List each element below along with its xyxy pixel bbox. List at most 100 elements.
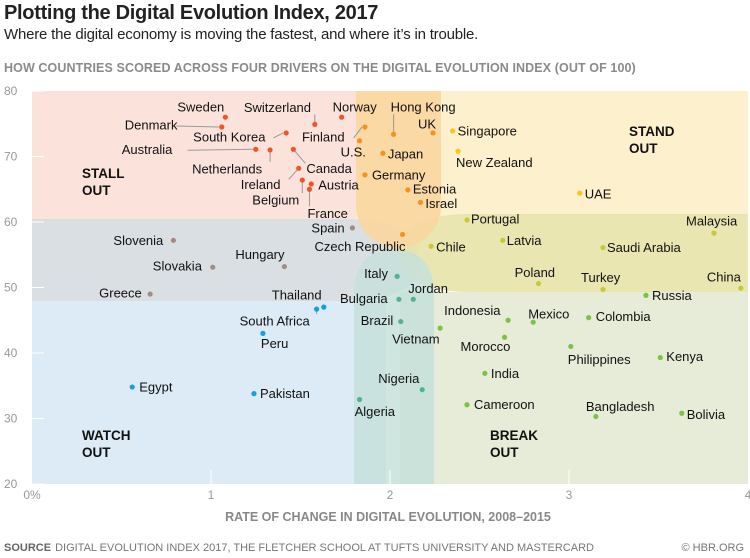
data-point (308, 181, 314, 187)
data-point (260, 330, 266, 336)
data-point (314, 306, 320, 312)
point-label: Greece (99, 286, 142, 301)
point-label: Germany (372, 167, 426, 182)
point-label: U.S. (341, 144, 366, 159)
data-point (535, 280, 542, 287)
chart-subtitle: Where the digital economy is moving the … (4, 26, 479, 43)
data-point (399, 231, 406, 238)
point-label: Latvia (507, 233, 542, 248)
data-point (267, 147, 273, 153)
data-point (283, 130, 289, 136)
zone-watch-out (32, 301, 386, 484)
point-label: Czech Republic (315, 239, 407, 254)
x-tick-label: 1 (208, 488, 215, 502)
point-label: Philippines (568, 352, 631, 367)
data-point (568, 343, 574, 350)
y-tick-label: 30 (4, 412, 18, 426)
zone-label-line: WATCH (82, 428, 131, 443)
data-point (450, 128, 456, 134)
point-label: UK (418, 116, 436, 131)
data-point (210, 264, 216, 270)
zone-label: STALL OUT (82, 166, 125, 198)
point-label: Russia (652, 288, 693, 303)
leader-lines (176, 114, 395, 315)
point-label: Estonia (413, 181, 457, 196)
point-label: Hong Kong (391, 100, 456, 115)
data-point (306, 186, 313, 192)
data-point (349, 225, 356, 231)
zone-label-line: OUT (629, 141, 658, 156)
zone-stall-out (32, 91, 388, 221)
zone-stand-break-band (400, 214, 748, 292)
data-point (390, 131, 397, 137)
data-point (455, 148, 461, 154)
point-label: Bangladesh (586, 399, 655, 414)
data-points (129, 114, 744, 420)
y-tick-label: 60 (4, 215, 18, 229)
chart-title: Plotting the Digital Evolution Index, 20… (4, 2, 379, 24)
data-point (339, 114, 345, 120)
point-label: Cameroon (474, 397, 535, 412)
zone-stall-stand-band (356, 91, 441, 250)
data-point (380, 150, 386, 156)
point-label: Chile (436, 240, 466, 255)
point-label: Pakistan (260, 386, 310, 401)
point-label: Slovakia (153, 259, 203, 274)
data-point (405, 187, 411, 193)
data-point (281, 263, 287, 270)
point-label: South Africa (240, 314, 311, 329)
point-label: Slovenia (113, 233, 164, 248)
x-axis-title: RATE OF CHANGE IN DIGITAL EVOLUTION, 200… (225, 510, 551, 524)
data-point (428, 243, 434, 249)
point-label: Egypt (139, 380, 173, 395)
point-label: Thailand (272, 288, 322, 303)
data-point (394, 273, 400, 279)
data-point (679, 410, 685, 416)
data-point (464, 217, 470, 223)
point-label: Canada (306, 161, 352, 176)
zone-label-line: STAND (629, 124, 675, 139)
point-label: Hungary (235, 247, 285, 262)
leader-line (187, 148, 253, 151)
data-point (600, 244, 606, 251)
data-point (362, 124, 368, 130)
point-label: France (307, 206, 347, 221)
leader-line (176, 125, 219, 128)
x-tick-label: 3 (566, 488, 573, 502)
data-point (501, 334, 508, 340)
data-point (253, 146, 259, 152)
zone-label: STAND OUT (629, 124, 675, 156)
point-label: Austria (318, 178, 359, 193)
point-label: Brazil (361, 313, 394, 328)
data-point (437, 325, 443, 331)
point-labels: Sweden Denmark Australia Netherlands South K… (99, 100, 741, 422)
y-tick-label: 80 (4, 84, 18, 98)
data-point (398, 318, 404, 325)
x-tick-label: 4 (745, 488, 750, 502)
point-label: New Zealand (456, 155, 533, 170)
copyright: © HBR.ORG (681, 542, 745, 554)
data-point (170, 237, 177, 243)
data-point (430, 130, 436, 136)
point-label: Poland (515, 265, 555, 280)
data-point (290, 146, 296, 152)
data-point (147, 291, 153, 297)
data-point (464, 402, 470, 408)
x-tick-label: 2 (387, 488, 394, 502)
x-tick-label: 0% (23, 488, 41, 502)
zone-labels: STALL OUT STAND OUT WATCH OUT BREAK OUT (82, 124, 675, 460)
data-point (530, 319, 536, 325)
data-point (505, 317, 511, 323)
data-point (222, 114, 228, 120)
point-label: Denmark (125, 118, 178, 133)
point-label: Turkey (581, 270, 621, 285)
point-label: Finland (302, 130, 345, 145)
zone-label-line: OUT (82, 445, 111, 460)
data-point (643, 292, 649, 298)
point-label: Japan (388, 147, 423, 162)
point-label: Nigeria (378, 371, 420, 386)
data-point (417, 199, 424, 205)
zone-break-out (400, 292, 748, 484)
point-label: Netherlands (192, 161, 263, 176)
